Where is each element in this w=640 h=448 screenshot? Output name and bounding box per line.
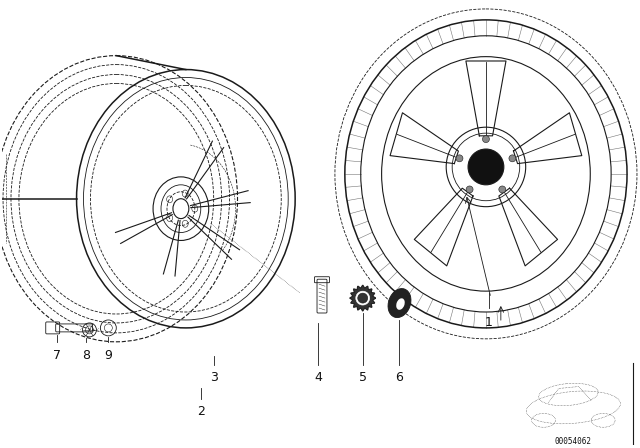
Text: 6: 6 — [396, 370, 403, 383]
Text: 4: 4 — [314, 370, 322, 383]
Text: 00054062: 00054062 — [555, 437, 592, 446]
Ellipse shape — [356, 291, 370, 305]
Ellipse shape — [456, 155, 463, 162]
Text: 7: 7 — [52, 349, 61, 362]
Text: 9: 9 — [104, 349, 112, 362]
Text: 5: 5 — [359, 370, 367, 383]
Text: 3: 3 — [210, 370, 218, 383]
Ellipse shape — [358, 293, 368, 303]
Text: 1: 1 — [485, 316, 493, 329]
Text: 8: 8 — [83, 349, 90, 362]
Ellipse shape — [466, 186, 473, 193]
Ellipse shape — [509, 155, 516, 162]
Ellipse shape — [468, 149, 504, 185]
Ellipse shape — [388, 289, 411, 318]
Ellipse shape — [396, 298, 404, 310]
Ellipse shape — [483, 136, 490, 142]
Ellipse shape — [499, 186, 506, 193]
Text: 2: 2 — [197, 405, 205, 418]
Polygon shape — [350, 285, 376, 311]
